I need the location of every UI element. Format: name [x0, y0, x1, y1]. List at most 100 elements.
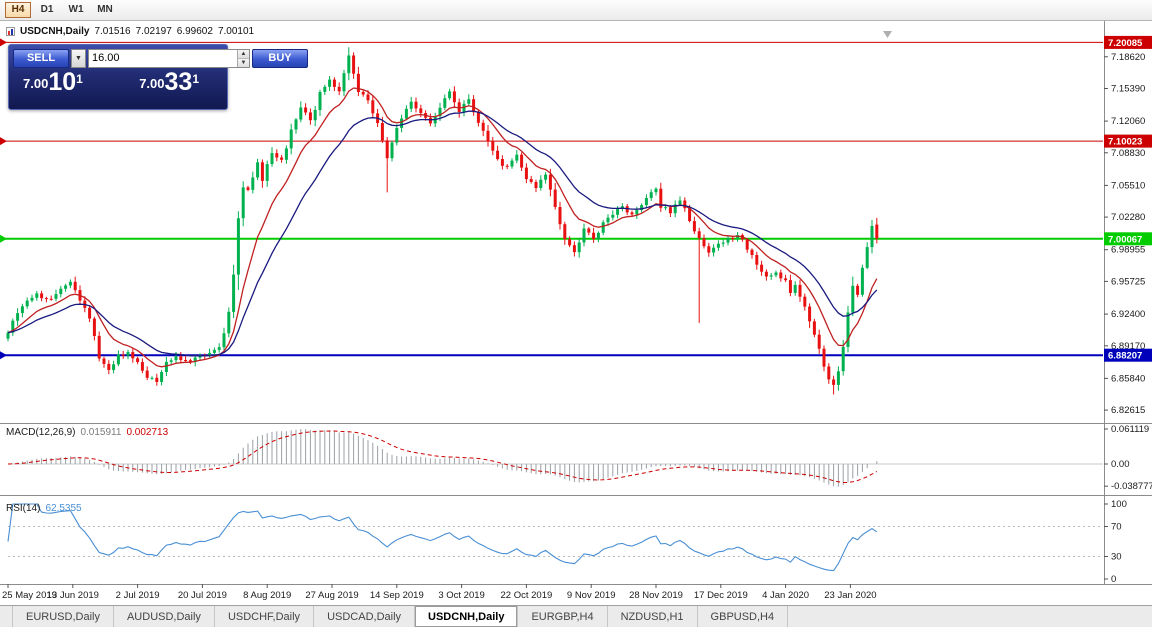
- chart-symbol-label: USDCNH,Daily: [20, 26, 90, 37]
- svg-text:6.98955: 6.98955: [1111, 245, 1145, 256]
- tab-gbpusd-h4[interactable]: GBPUSD,H4: [698, 606, 789, 627]
- price-tag: [1104, 35, 1152, 49]
- sell-price-main: 7.00: [23, 76, 49, 91]
- chevron-down-icon: ▼: [75, 54, 82, 62]
- timeframe-mn-button[interactable]: MN: [92, 2, 118, 18]
- buy-price-sup: 1: [192, 72, 199, 86]
- chart-icon: [6, 27, 15, 36]
- svg-text:28 Nov 2019: 28 Nov 2019: [629, 590, 683, 601]
- macd-label: MACD(12,26,9) 0.015911 0.002713: [6, 427, 168, 438]
- svg-text:4 Jan 2020: 4 Jan 2020: [762, 590, 809, 601]
- macd-signal-value: 0.002713: [126, 427, 169, 438]
- svg-text:25 May 2019: 25 May 2019: [2, 590, 57, 601]
- tab-audusd-daily[interactable]: AUDUSD,Daily: [114, 606, 215, 627]
- price-axis[interactable]: 7.18620 7.15390 7.12060 7.08830 7.05510 7.022…: [1104, 35, 1152, 585]
- tab-nzdusd-h1[interactable]: NZDUSD,H1: [608, 606, 698, 627]
- timeframe-h4-button[interactable]: H4: [5, 2, 31, 18]
- svg-text:17 Dec 2019: 17 Dec 2019: [694, 590, 748, 601]
- volume-decrease-button[interactable]: ▼: [238, 58, 249, 67]
- svg-text:7.00067: 7.00067: [1108, 234, 1142, 245]
- price-tag: [1104, 232, 1152, 246]
- moving-average-lines: [7, 87, 878, 368]
- svg-text:6.88207: 6.88207: [1108, 351, 1142, 362]
- price-chart[interactable]: 7.18620 7.15390 7.12060 7.08830 7.05510 7.022…: [0, 21, 1152, 605]
- sell-price-big: 10: [48, 68, 77, 96]
- chart-canvas[interactable]: 7.18620 7.15390 7.12060 7.08830 7.05510 7.022…: [0, 21, 1152, 605]
- macd-indicator: [7, 429, 1103, 487]
- chart-header: USDCNH,Daily 7.01516 7.02197 6.99602 7.0…: [6, 26, 254, 37]
- tab-eurusd-daily[interactable]: EURUSD,Daily: [12, 606, 114, 627]
- rsi-name: RSI(14): [6, 503, 41, 514]
- svg-text:27 Aug 2019: 27 Aug 2019: [305, 590, 358, 601]
- svg-text:0: 0: [1111, 574, 1116, 585]
- buy-price-main: 7.00: [139, 76, 165, 91]
- volume-spinner: ▲ ▼: [237, 49, 249, 67]
- ohlc-high: 7.02197: [135, 26, 172, 37]
- timeframe-toolbar: H4 D1 W1 MN: [0, 0, 1152, 21]
- svg-text:6.82615: 6.82615: [1111, 405, 1145, 416]
- rsi-label: RSI(14) 62.5355: [6, 503, 82, 514]
- candles: [6, 47, 879, 395]
- macd-signal-line: [7, 430, 878, 483]
- svg-text:8 Aug 2019: 8 Aug 2019: [243, 590, 291, 601]
- rsi-indicator: [7, 503, 1103, 572]
- svg-text:7.05510: 7.05510: [1111, 180, 1145, 191]
- ohlc-close: 7.00101: [217, 26, 255, 37]
- svg-text:20 Jul 2019: 20 Jul 2019: [178, 590, 227, 601]
- timeframe-w1-button[interactable]: W1: [63, 2, 89, 18]
- chart-background: [0, 21, 1152, 605]
- tab-eurgbp-h4[interactable]: EURGBP,H4: [518, 606, 608, 627]
- svg-text:7.10023: 7.10023: [1108, 137, 1142, 148]
- tab-usdcad-daily[interactable]: USDCAD,Daily: [314, 606, 416, 627]
- svg-text:7.18620: 7.18620: [1111, 52, 1145, 63]
- svg-text:70: 70: [1111, 522, 1122, 533]
- svg-text:14 Sep 2019: 14 Sep 2019: [370, 590, 424, 601]
- svg-text:2 Jul 2019: 2 Jul 2019: [116, 590, 160, 601]
- sell-button[interactable]: SELL: [13, 48, 69, 68]
- svg-text:0.061119: 0.061119: [1111, 424, 1149, 435]
- macd-histogram: [12, 429, 878, 487]
- svg-text:6.85840: 6.85840: [1111, 373, 1145, 384]
- buy-price[interactable]: 7.00 33 1: [139, 69, 199, 95]
- price-tag: [1104, 134, 1152, 148]
- ohlc-low: 6.99602: [176, 26, 213, 37]
- volume-dropdown-button[interactable]: ▼: [71, 48, 86, 68]
- svg-text:6.95725: 6.95725: [1111, 276, 1145, 287]
- volume-control: ▲ ▼: [88, 48, 250, 68]
- svg-text:3 Oct 2019: 3 Oct 2019: [438, 590, 484, 601]
- svg-text:-0.038777: -0.038777: [1111, 481, 1152, 492]
- volume-increase-button[interactable]: ▲: [238, 49, 249, 59]
- tab-usdcnh-daily[interactable]: USDCNH,Daily: [415, 606, 519, 627]
- rsi-line: [7, 503, 878, 572]
- svg-text:0.00: 0.00: [1111, 459, 1130, 470]
- svg-text:7.15390: 7.15390: [1111, 84, 1145, 95]
- svg-text:7.20085: 7.20085: [1108, 38, 1143, 49]
- svg-text:7.08830: 7.08830: [1111, 148, 1145, 159]
- svg-text:7.12060: 7.12060: [1111, 116, 1145, 127]
- svg-text:7.02280: 7.02280: [1111, 212, 1145, 223]
- buy-price-big: 33: [164, 68, 193, 96]
- ohlc-open: 7.01516: [94, 26, 131, 37]
- svg-text:9 Nov 2019: 9 Nov 2019: [567, 590, 616, 601]
- macd-name: MACD(12,26,9): [6, 427, 76, 438]
- svg-text:13 Jun 2019: 13 Jun 2019: [47, 590, 99, 601]
- symbol-tabbar: EURUSD,Daily AUDUSD,Daily USDCHF,Daily U…: [0, 605, 1152, 627]
- chart-shift-marker: [883, 31, 892, 38]
- volume-input[interactable]: [89, 49, 237, 67]
- tab-usdchf-daily[interactable]: USDCHF,Daily: [215, 606, 315, 627]
- svg-text:22 Oct 2019: 22 Oct 2019: [501, 590, 553, 601]
- svg-text:23 Jan 2020: 23 Jan 2020: [824, 590, 876, 601]
- sell-price[interactable]: 7.00 10 1: [23, 69, 83, 95]
- rsi-value: 62.5355: [45, 503, 82, 514]
- horizontal-lines[interactable]: [0, 38, 1103, 360]
- timeframe-d1-button[interactable]: D1: [34, 2, 60, 18]
- svg-text:30: 30: [1111, 552, 1122, 563]
- svg-text:100: 100: [1111, 499, 1127, 510]
- buy-button[interactable]: BUY: [252, 48, 308, 68]
- macd-value: 0.015911: [80, 427, 122, 438]
- svg-text:6.92400: 6.92400: [1111, 309, 1145, 320]
- chart-window[interactable]: 7.18620 7.15390 7.12060 7.08830 7.05510 7.022…: [0, 21, 1152, 605]
